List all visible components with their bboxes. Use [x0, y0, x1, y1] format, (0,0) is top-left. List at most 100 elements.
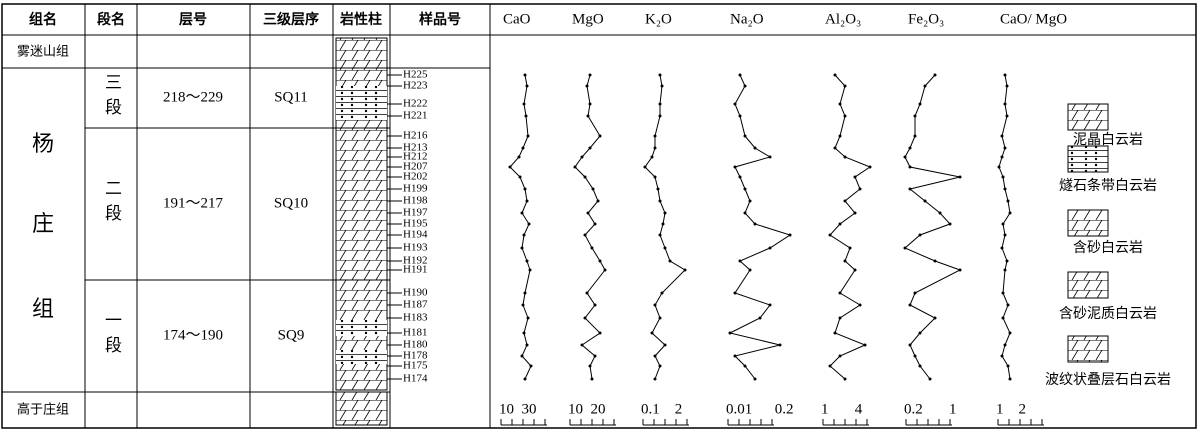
- sample-label: H207: [403, 161, 428, 173]
- curve-point: [521, 303, 525, 307]
- curve-point: [908, 303, 912, 307]
- curve-point: [738, 175, 742, 179]
- curve-point: [828, 364, 832, 368]
- curve-point: [590, 377, 594, 381]
- curve-header: MgO: [572, 11, 604, 27]
- legend-label: 含砂白云岩: [1073, 240, 1143, 256]
- curve-point: [778, 343, 782, 347]
- sample-label: H223: [403, 80, 428, 92]
- curve-point: [523, 291, 527, 295]
- curve-point: [913, 134, 917, 138]
- curve-point: [1001, 222, 1005, 226]
- layer-range: 191～217: [163, 195, 224, 211]
- curve-point: [848, 246, 852, 250]
- curve-point: [838, 222, 842, 226]
- curve-point: [768, 155, 772, 159]
- curve-point: [586, 211, 590, 215]
- curve-point: [528, 268, 532, 272]
- curve-header: Fe₂O₃: [908, 11, 944, 27]
- curve-point: [843, 199, 847, 203]
- curve-point: [908, 187, 912, 191]
- lithology-column: [335, 391, 388, 426]
- curve-point: [583, 175, 587, 179]
- header: 层号: [179, 12, 207, 28]
- curve-point: [933, 259, 937, 263]
- curve-header: Na₂O: [730, 11, 764, 27]
- curve-point: [738, 259, 742, 263]
- curve-point: [923, 84, 927, 88]
- curve-point: [843, 377, 847, 381]
- curve-point: [522, 102, 526, 106]
- curve-point: [1006, 199, 1010, 203]
- curve-point: [948, 222, 952, 226]
- curve-point: [733, 291, 737, 295]
- curve-point: [586, 114, 590, 118]
- curve-point: [958, 268, 962, 272]
- curve-point: [643, 165, 647, 169]
- formation: 庄: [32, 212, 54, 237]
- curve-point: [658, 114, 662, 118]
- curve-point: [588, 102, 592, 106]
- curve-point: [1001, 291, 1005, 295]
- sample-label: H197: [403, 207, 428, 219]
- curve-point: [663, 343, 667, 347]
- curve-point: [1008, 211, 1012, 215]
- curve-point: [585, 291, 589, 295]
- curve-point: [843, 114, 847, 118]
- curve-point: [913, 354, 917, 358]
- scale-label: 0.1 2: [641, 401, 682, 417]
- curve-point: [583, 233, 587, 237]
- curve-point: [508, 165, 512, 169]
- sample-label: H174: [403, 373, 428, 385]
- curve-point: [653, 354, 657, 358]
- curve-point: [653, 377, 657, 381]
- curve-point: [833, 146, 837, 150]
- formation: 高于庄组: [17, 402, 69, 418]
- curve-point: [663, 211, 667, 215]
- curve-point: [908, 165, 912, 169]
- curve-point: [658, 364, 662, 368]
- curve-point: [923, 199, 927, 203]
- curve-point: [593, 222, 597, 226]
- curve: [904, 74, 962, 380]
- curve-point: [743, 364, 747, 368]
- curve-point: [903, 155, 907, 159]
- curve-point: [768, 246, 772, 250]
- curve-point: [658, 199, 662, 203]
- layer-range: 218～229: [163, 89, 223, 105]
- sample-label: H190: [403, 287, 428, 299]
- curve-point: [733, 165, 737, 169]
- curve-point: [658, 102, 662, 106]
- curve-point: [768, 303, 772, 307]
- curve: [509, 74, 532, 380]
- curve-point: [650, 331, 654, 335]
- curve-point: [524, 114, 528, 118]
- sequence: SQ11: [274, 89, 308, 105]
- curve: [998, 74, 1011, 380]
- curve-point: [1003, 343, 1007, 347]
- curve-point: [521, 146, 525, 150]
- curve-point: [593, 354, 597, 358]
- curve-point: [853, 211, 857, 215]
- curve-point: [658, 73, 662, 77]
- curve-point: [1008, 331, 1012, 335]
- curve-point: [1003, 102, 1007, 106]
- sample-label: H175: [403, 360, 428, 372]
- curve-point: [683, 268, 687, 272]
- curve-point: [1001, 316, 1005, 320]
- curve-point: [525, 259, 529, 263]
- curve-point: [1003, 73, 1007, 77]
- curve-header: Al₂O₃: [825, 11, 861, 27]
- curve-point: [743, 187, 747, 191]
- curve-point: [908, 146, 912, 150]
- curve-point: [588, 364, 592, 368]
- header: 样品号: [419, 11, 461, 28]
- scale-label: 10 20: [568, 401, 606, 417]
- scale-label: 0.01 0.2: [726, 401, 794, 417]
- curve-point: [588, 146, 592, 150]
- curve-point: [843, 155, 847, 159]
- curve-header: CaO: [503, 11, 531, 27]
- sample-label: H181: [403, 327, 427, 339]
- curve-point: [738, 73, 742, 77]
- sample-label: H198: [403, 195, 428, 207]
